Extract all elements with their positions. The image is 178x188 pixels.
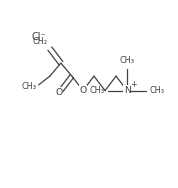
Text: CH₃: CH₃ <box>150 86 165 95</box>
Text: CH₃: CH₃ <box>120 56 135 65</box>
Text: O: O <box>79 86 87 95</box>
Text: CH₂: CH₂ <box>32 37 47 46</box>
Text: CH₃: CH₃ <box>89 86 104 95</box>
Text: O: O <box>55 88 62 97</box>
Text: CH₃: CH₃ <box>21 82 36 91</box>
Text: N: N <box>124 86 130 95</box>
Text: Cl⁻: Cl⁻ <box>32 32 46 42</box>
Text: +: + <box>130 80 137 89</box>
